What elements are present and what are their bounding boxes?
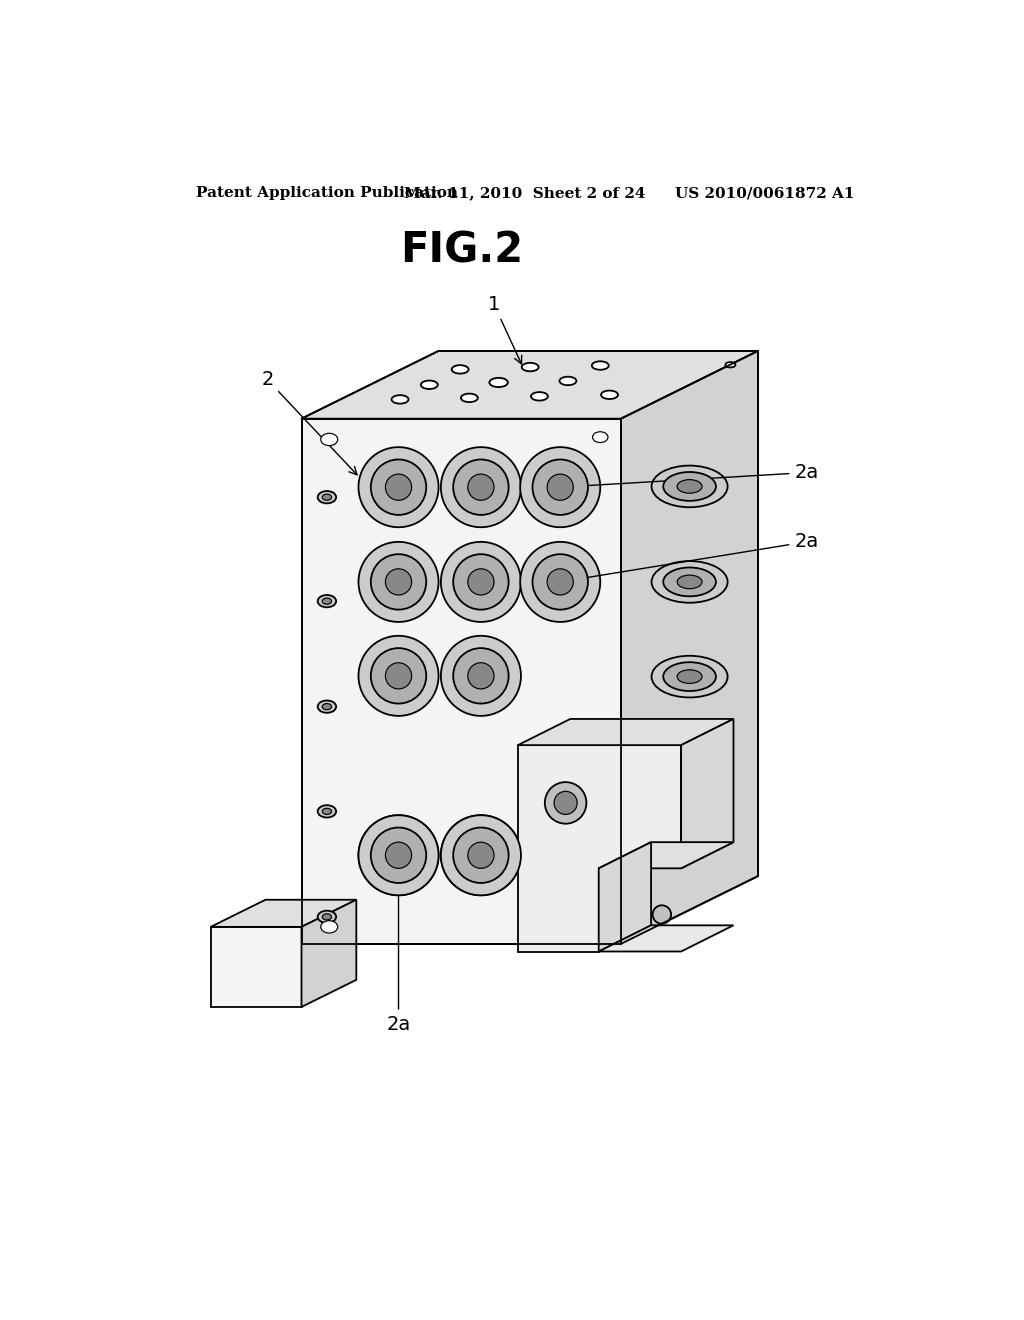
Ellipse shape bbox=[532, 554, 588, 610]
Ellipse shape bbox=[664, 663, 716, 692]
Text: Mar. 11, 2010  Sheet 2 of 24: Mar. 11, 2010 Sheet 2 of 24 bbox=[404, 186, 645, 201]
Ellipse shape bbox=[441, 816, 521, 895]
Ellipse shape bbox=[664, 568, 716, 597]
Ellipse shape bbox=[664, 473, 716, 500]
Ellipse shape bbox=[520, 447, 600, 527]
Ellipse shape bbox=[323, 598, 332, 605]
Ellipse shape bbox=[593, 432, 608, 442]
Ellipse shape bbox=[371, 459, 426, 515]
Ellipse shape bbox=[321, 433, 338, 446]
Ellipse shape bbox=[371, 554, 426, 610]
Ellipse shape bbox=[371, 828, 426, 883]
Ellipse shape bbox=[358, 636, 438, 715]
Ellipse shape bbox=[358, 816, 438, 895]
Text: FIG.2: FIG.2 bbox=[400, 230, 523, 272]
Ellipse shape bbox=[358, 543, 438, 622]
Ellipse shape bbox=[441, 636, 521, 715]
Ellipse shape bbox=[358, 816, 438, 895]
Ellipse shape bbox=[559, 376, 577, 385]
Ellipse shape bbox=[421, 380, 438, 389]
Ellipse shape bbox=[468, 663, 494, 689]
Ellipse shape bbox=[454, 648, 509, 704]
Ellipse shape bbox=[358, 447, 438, 527]
Ellipse shape bbox=[545, 781, 587, 824]
Ellipse shape bbox=[385, 474, 412, 500]
Ellipse shape bbox=[725, 362, 735, 367]
Ellipse shape bbox=[385, 663, 412, 689]
Ellipse shape bbox=[547, 474, 573, 500]
Ellipse shape bbox=[651, 656, 728, 697]
Text: 2a: 2a bbox=[386, 859, 411, 1034]
Ellipse shape bbox=[385, 569, 412, 595]
Ellipse shape bbox=[371, 648, 426, 704]
Ellipse shape bbox=[532, 459, 588, 515]
Text: 1: 1 bbox=[487, 294, 521, 364]
Ellipse shape bbox=[454, 828, 509, 883]
Polygon shape bbox=[599, 842, 651, 952]
Ellipse shape bbox=[441, 447, 521, 527]
Polygon shape bbox=[518, 744, 681, 952]
Ellipse shape bbox=[391, 395, 409, 404]
Ellipse shape bbox=[677, 576, 702, 589]
Polygon shape bbox=[599, 925, 733, 952]
Ellipse shape bbox=[652, 906, 671, 924]
Ellipse shape bbox=[323, 704, 332, 710]
Polygon shape bbox=[518, 719, 733, 744]
Ellipse shape bbox=[441, 816, 521, 895]
Ellipse shape bbox=[651, 466, 728, 507]
Ellipse shape bbox=[468, 842, 494, 869]
Text: US 2010/0061872 A1: US 2010/0061872 A1 bbox=[675, 186, 854, 201]
Polygon shape bbox=[681, 719, 733, 869]
Ellipse shape bbox=[547, 569, 573, 595]
Ellipse shape bbox=[521, 363, 539, 371]
Ellipse shape bbox=[317, 491, 336, 503]
Ellipse shape bbox=[651, 561, 728, 603]
Ellipse shape bbox=[489, 378, 508, 387]
Text: 2a: 2a bbox=[564, 463, 818, 490]
Ellipse shape bbox=[593, 921, 608, 932]
Polygon shape bbox=[211, 927, 301, 1007]
Ellipse shape bbox=[461, 393, 478, 403]
Ellipse shape bbox=[385, 842, 412, 869]
Ellipse shape bbox=[317, 701, 336, 713]
Ellipse shape bbox=[454, 459, 509, 515]
Ellipse shape bbox=[520, 543, 600, 622]
Ellipse shape bbox=[317, 911, 336, 923]
Ellipse shape bbox=[323, 913, 332, 920]
Ellipse shape bbox=[554, 792, 578, 814]
Ellipse shape bbox=[441, 543, 521, 622]
Ellipse shape bbox=[468, 842, 494, 869]
Polygon shape bbox=[301, 418, 621, 944]
Ellipse shape bbox=[321, 921, 338, 933]
Ellipse shape bbox=[468, 569, 494, 595]
Ellipse shape bbox=[592, 362, 608, 370]
Ellipse shape bbox=[454, 828, 509, 883]
Ellipse shape bbox=[371, 828, 426, 883]
Ellipse shape bbox=[677, 669, 702, 684]
Ellipse shape bbox=[323, 808, 332, 814]
Ellipse shape bbox=[452, 366, 469, 374]
Ellipse shape bbox=[468, 474, 494, 500]
Polygon shape bbox=[301, 900, 356, 1007]
Ellipse shape bbox=[677, 479, 702, 494]
Ellipse shape bbox=[317, 595, 336, 607]
Ellipse shape bbox=[601, 391, 617, 399]
Ellipse shape bbox=[531, 392, 548, 400]
Text: 2: 2 bbox=[261, 371, 357, 475]
Ellipse shape bbox=[454, 554, 509, 610]
Text: 2a: 2a bbox=[564, 532, 818, 583]
Ellipse shape bbox=[317, 805, 336, 817]
Ellipse shape bbox=[323, 494, 332, 500]
Polygon shape bbox=[211, 900, 356, 927]
Polygon shape bbox=[621, 351, 758, 944]
Polygon shape bbox=[599, 842, 733, 869]
Text: Patent Application Publication: Patent Application Publication bbox=[196, 186, 458, 201]
Polygon shape bbox=[301, 351, 758, 418]
Ellipse shape bbox=[385, 842, 412, 869]
